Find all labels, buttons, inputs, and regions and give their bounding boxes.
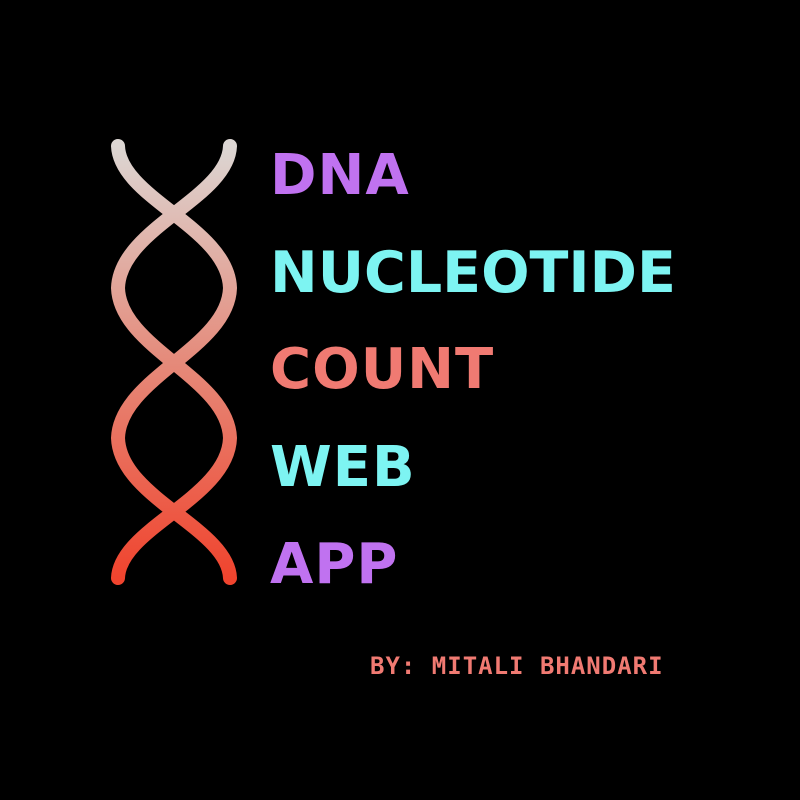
title-line-nucleotide: NUCLEOTIDE	[270, 240, 676, 306]
title-line-app: APP	[270, 532, 399, 597]
title-line-count: COUNT	[270, 337, 495, 402]
dna-helix-icon	[90, 138, 258, 588]
author-byline: BY: MITALI BHANDARI	[370, 652, 664, 680]
title-line-dna: DNA	[270, 143, 410, 208]
title-line-web: WEB	[270, 435, 416, 500]
